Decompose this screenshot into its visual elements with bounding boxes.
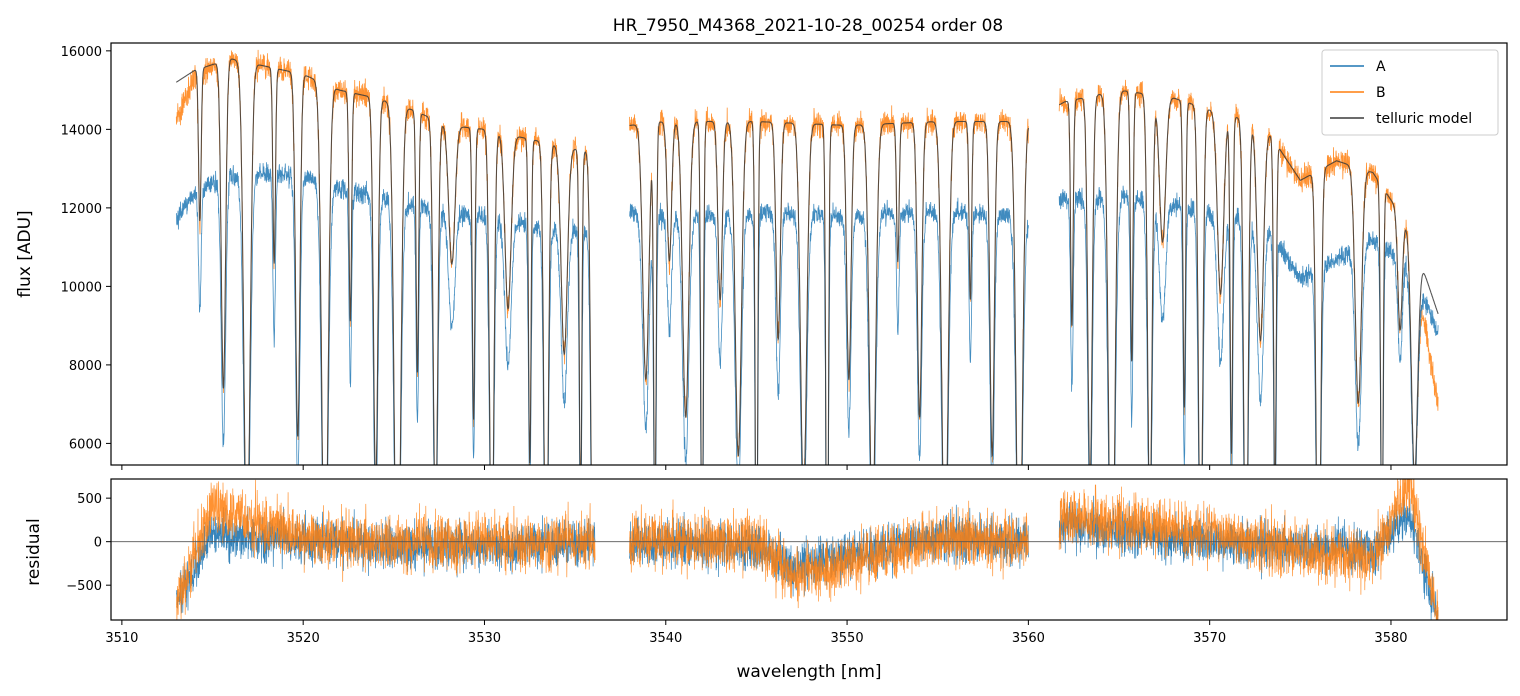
legend: A B telluric model (1321, 49, 1499, 136)
flux-y-tick-label: 8000 (69, 359, 102, 374)
residual-x-tick-label: 3580 (1374, 631, 1407, 646)
residual-x-tick-label: 3560 (1012, 631, 1045, 646)
flux-y-tick-label: 14000 (61, 123, 102, 138)
residual-y-tick-label: 500 (77, 492, 102, 507)
telluric-model-line (175, 58, 1439, 465)
flux-y-tick-label: 6000 (69, 437, 102, 452)
legend-label-b: B (1376, 85, 1386, 101)
residual-x-ticks: 3510 3520 3530 3540 3550 3560 3570 3580 (105, 620, 1408, 646)
x-axis-label: wavelength [nm] (736, 662, 881, 682)
residual-y-tick-label: −500 (66, 579, 102, 594)
flux-series-group (175, 49, 1439, 465)
chart-title: HR_7950_M4368_2021-10-28_00254 order 08 (613, 16, 1003, 36)
flux-y-ticks: 6000 8000 10000 12000 14000 16000 (61, 45, 111, 452)
residual-x-tick-label: 3570 (1193, 631, 1226, 646)
residual-x-tick-label: 3510 (105, 631, 138, 646)
residual-x-tick-label: 3550 (831, 631, 864, 646)
flux-y-axis-label: flux [ADU] (15, 210, 35, 297)
legend-label-a: A (1376, 59, 1386, 75)
residual-b-line (175, 479, 1439, 620)
residual-x-tick-label: 3520 (287, 631, 320, 646)
residual-y-axis-label: residual (24, 518, 44, 585)
residual-x-tick-label: 3540 (649, 631, 682, 646)
residual-y-ticks: −500 0 500 (66, 492, 111, 594)
legend-label-telluric-model: telluric model (1376, 111, 1472, 127)
residual-series-group (175, 479, 1439, 620)
flux-x-ticks (121, 465, 1392, 470)
residual-axes-frame (110, 478, 1508, 621)
flux-y-tick-label: 10000 (61, 280, 102, 295)
flux-axes-frame (110, 42, 1508, 466)
series-a-line (175, 162, 1439, 465)
legend-box (1321, 49, 1499, 136)
residual-panel: −500 0 500 3510 3520 3530 3540 3550 3560 3570 358… (24, 478, 1508, 682)
flux-y-tick-label: 16000 (61, 45, 102, 60)
flux-y-tick-label: 12000 (61, 202, 102, 217)
residual-y-tick-label: 0 (94, 536, 102, 551)
residual-x-tick-label: 3530 (468, 631, 501, 646)
